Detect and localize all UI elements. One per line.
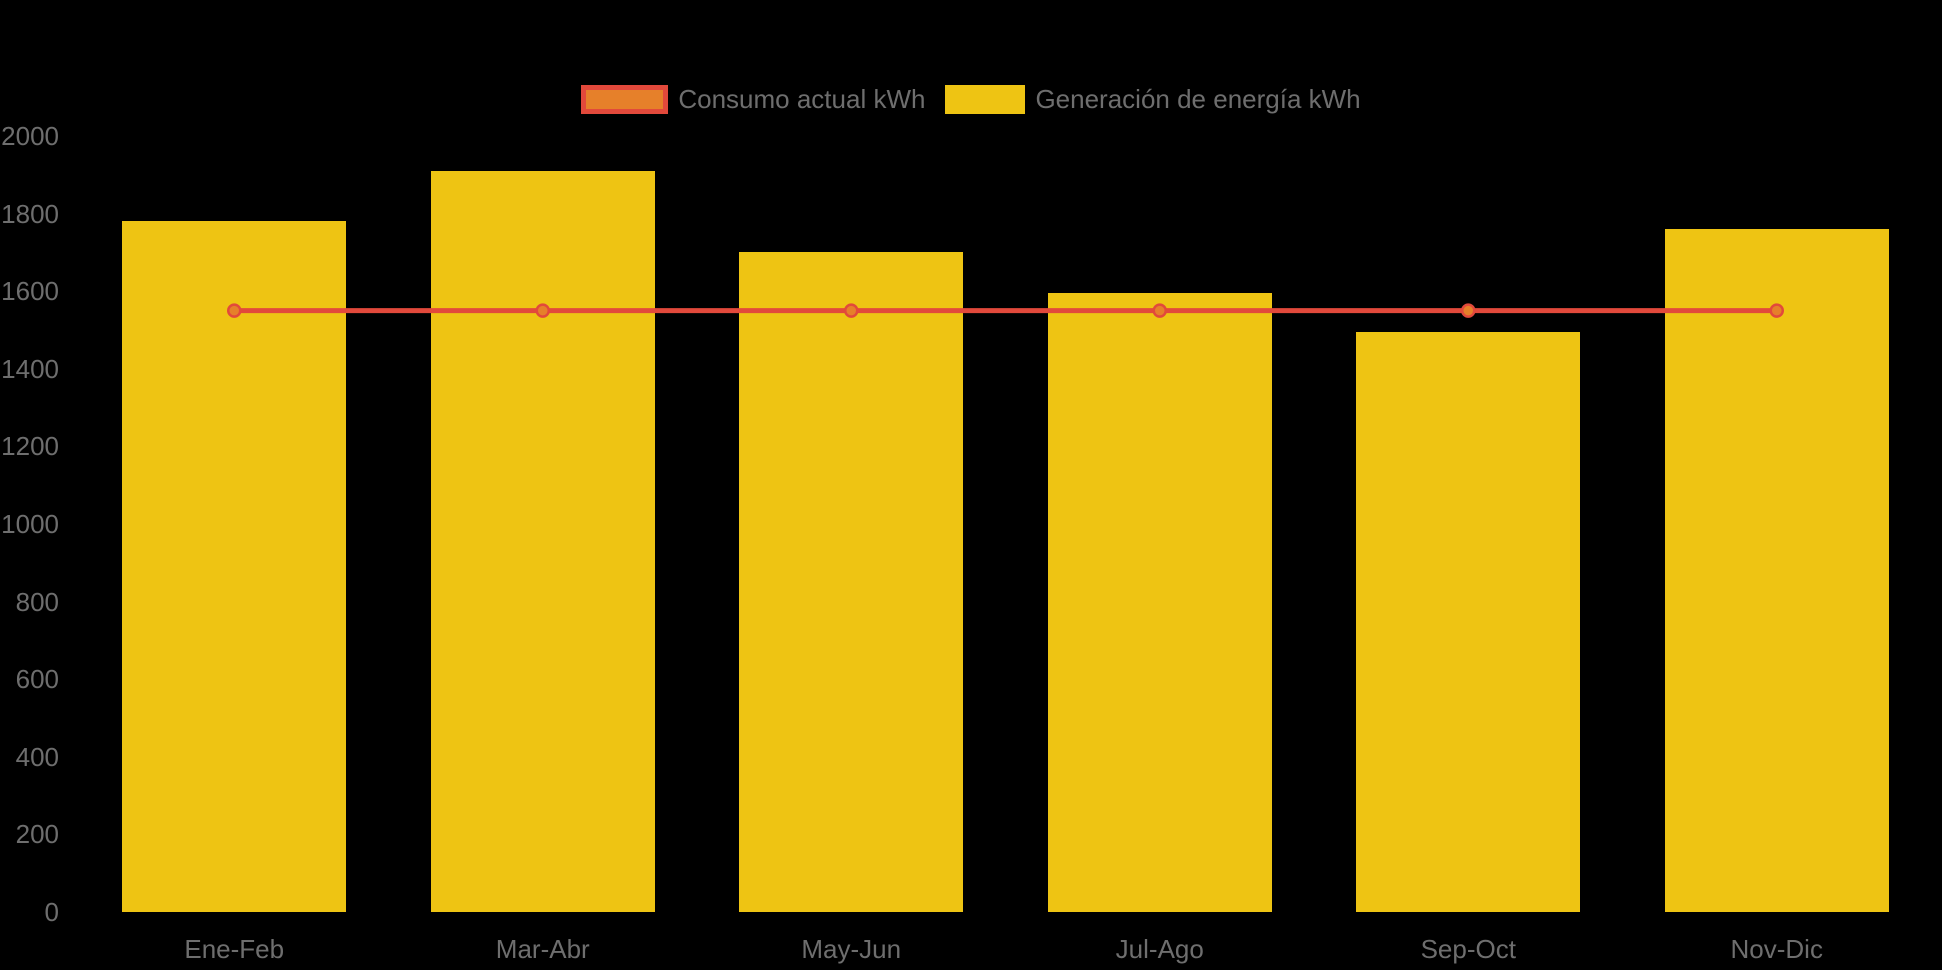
legend-label-generacion-energia: Generación de energía kWh <box>1035 84 1361 114</box>
x-tick-label-sep-oct: Sep-Oct <box>1420 934 1516 964</box>
y-tick-label-0: 0 <box>44 897 59 927</box>
x-tick-label-nov-dic: Nov-Dic <box>1730 934 1823 964</box>
chart-legend: Consumo actual kWh Generación de energía… <box>0 85 1942 114</box>
line-marker-jul-ago[interactable] <box>1152 303 1167 318</box>
line-marker-ene-feb[interactable] <box>227 303 242 318</box>
bar-may-jun[interactable] <box>739 252 964 912</box>
y-tick-label-800: 800 <box>15 586 59 617</box>
y-tick-label-1400: 1400 <box>1 353 59 384</box>
y-tick-label-600: 600 <box>15 664 59 695</box>
bar-nov-dic[interactable] <box>1664 229 1889 912</box>
line-marker-may-jun[interactable] <box>844 303 859 318</box>
line-marker-nov-dic[interactable] <box>1769 303 1784 318</box>
line-marker-mar-abr[interactable] <box>535 303 550 318</box>
x-tick-label-ene-feb: Ene-Feb <box>184 934 285 964</box>
y-tick-label-1800: 1800 <box>1 198 59 229</box>
y-tick-label-400: 400 <box>15 741 59 772</box>
bar-series-swatch-icon <box>945 85 1026 114</box>
x-tick-label-may-jun: May-Jun <box>801 934 902 964</box>
bar-jul-ago[interactable] <box>1047 293 1272 912</box>
x-tick-label-mar-abr: Mar-Abr <box>495 934 590 964</box>
bar-sep-oct[interactable] <box>1356 331 1581 912</box>
legend-item-consumo-actual[interactable]: Consumo actual kWh <box>581 85 925 114</box>
y-tick-label-1600: 1600 <box>1 276 59 307</box>
line-series-swatch-icon <box>581 85 669 114</box>
y-tick-label-1200: 1200 <box>1 431 59 462</box>
y-tick-label-200: 200 <box>15 819 59 850</box>
legend-label-consumo-actual: Consumo actual kWh <box>678 84 926 114</box>
y-tick-label-2000: 2000 <box>1 121 59 151</box>
legend-item-generacion-energia[interactable]: Generación de energía kWh <box>945 84 1361 114</box>
bar-mar-abr[interactable] <box>430 170 655 912</box>
y-tick-label-1000: 1000 <box>1 509 59 539</box>
x-tick-label-jul-ago: Jul-Ago <box>1115 934 1204 964</box>
line-marker-sep-oct[interactable] <box>1461 303 1476 318</box>
bar-ene-feb[interactable] <box>122 221 347 912</box>
